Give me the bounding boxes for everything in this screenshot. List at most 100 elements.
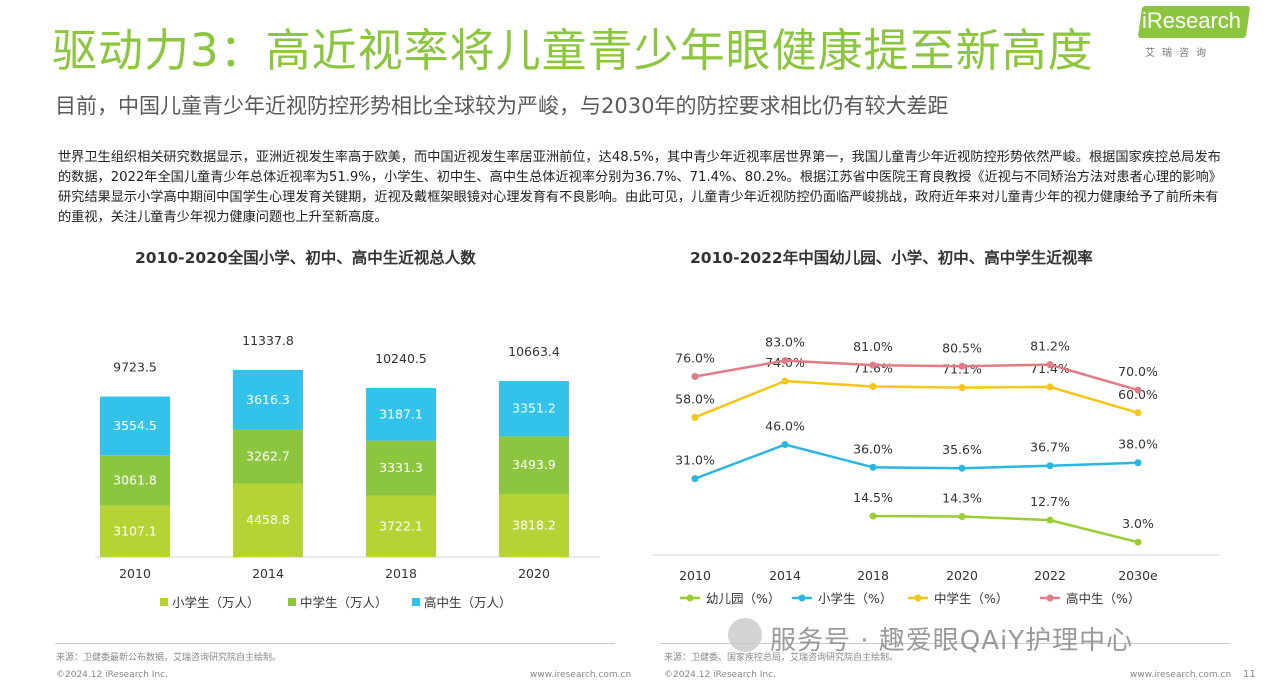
line-x-tick-label: 2020 <box>946 568 978 583</box>
series-point <box>781 377 789 385</box>
legend-label: 中学生（万人） <box>300 595 388 610</box>
point-label: 31.0% <box>675 453 715 468</box>
bar-segment-label: 3262.7 <box>246 449 290 464</box>
footer-source-left: 来源：卫健委最新公布数据，艾瑞咨询研究院自主绘制。 <box>56 653 282 663</box>
wechat-icon <box>728 618 762 652</box>
footer-url-right: www.iresearch.com.cn <box>1130 670 1232 680</box>
bar-segment-label: 3061.8 <box>113 472 157 487</box>
point-label: 3.0% <box>1122 516 1154 531</box>
series-point <box>1046 361 1054 369</box>
series-point <box>869 382 877 390</box>
legend-swatch <box>160 598 168 606</box>
line-chart: 14.5% 14.3% 12.7% 3.0% 31.0% 46.0% 36.0% 35.6% 3… <box>652 335 1220 606</box>
logo-subtext: 艾瑞咨询 <box>1145 48 1213 59</box>
bar-segment <box>233 369 303 430</box>
bar-segment-label: 3722.1 <box>379 518 423 533</box>
footer-url-left: www.iresearch.com.cn <box>530 670 632 680</box>
bar-segment-label: 3351.2 <box>512 401 556 416</box>
legend-label: 小学生（万人） <box>172 595 260 610</box>
bar-segment-label: 3493.9 <box>512 457 556 472</box>
footer-copyright-left: ©2024.12 iResearch Inc. <box>56 670 168 680</box>
point-label: 36.7% <box>1030 440 1070 455</box>
series-point <box>781 441 789 449</box>
legend-marker <box>914 594 922 602</box>
series-line <box>694 379 1139 419</box>
bar-segment-label: 3187.1 <box>379 406 423 421</box>
legend-marker <box>1046 594 1054 602</box>
bar-segment-label: 3107.1 <box>113 523 157 538</box>
bar-segment <box>100 505 170 557</box>
footer-source-right: 来源：卫健委、国家疾控总局，艾瑞咨询研究院自主绘制。 <box>664 653 899 663</box>
bar-segment <box>499 436 569 494</box>
line-x-tick-label: 2014 <box>769 568 801 583</box>
series-point <box>869 512 877 520</box>
logo-text: iResearch <box>1142 8 1242 33</box>
legend-label: 中学生（%） <box>934 591 1008 606</box>
series-point <box>958 464 966 472</box>
series-point <box>1134 459 1142 467</box>
legend-label: 高中生（%） <box>1066 591 1140 606</box>
bar-segment <box>233 429 303 484</box>
series-point <box>1046 516 1054 524</box>
bar-total-label: 10240.5 <box>375 351 427 366</box>
series-point <box>1134 538 1142 546</box>
series-line <box>872 514 1139 544</box>
line-chart-title: 2010-2022年中国幼儿园、小学、初中、高中学生近视率 <box>690 249 1093 267</box>
bar-segment-label: 3331.3 <box>379 460 423 475</box>
legend-swatch <box>412 598 420 606</box>
series-point <box>958 384 966 392</box>
legend-marker <box>798 594 806 602</box>
bar-segment-label: 3818.2 <box>512 517 556 532</box>
point-label: 14.3% <box>942 491 982 506</box>
point-label: 81.2% <box>1030 339 1070 354</box>
legend-label: 高中生（万人） <box>424 595 512 610</box>
bar-segment <box>366 440 436 496</box>
body-paragraph: 世界卫生组织相关研究数据显示，亚洲近视发生率高于欧美，而中国近视发生率居亚洲前位… <box>58 150 1222 225</box>
point-label: 46.0% <box>765 419 805 434</box>
bar-x-tick-label: 2014 <box>252 566 284 581</box>
point-label: 14.5% <box>853 490 893 505</box>
series-line <box>694 359 1139 392</box>
legend-marker <box>686 594 694 602</box>
watermark-text: 服务号 · 趣爱眼QAiY护理中心 <box>770 626 1134 656</box>
line-x-tick-label: 2030e <box>1118 568 1158 583</box>
stacked-bar-chart: 3107.1 3061.8 3554.5 9723.5 2010 4458.8 3262.7… <box>95 333 600 610</box>
bar-segment <box>366 388 436 441</box>
bar-chart-title: 2010-2020全国小学、初中、高中生近视总人数 <box>135 249 476 267</box>
series-point <box>1046 383 1054 391</box>
bar-x-tick-label: 2010 <box>119 566 151 581</box>
point-label: 58.0% <box>675 391 715 406</box>
bar-x-tick-label: 2020 <box>518 566 550 581</box>
footer-copyright-right: ©2024.12 iResearch Inc. <box>664 670 776 680</box>
bar-total-label: 9723.5 <box>113 360 157 375</box>
bar-segment-label: 4458.8 <box>246 512 290 527</box>
point-label: 60.0% <box>1118 387 1158 402</box>
point-label: 76.0% <box>675 350 715 365</box>
footer-divider-left <box>55 643 615 644</box>
series-point <box>869 463 877 471</box>
bar-segment <box>100 455 170 506</box>
bar-segment-label: 3554.5 <box>113 418 157 433</box>
bar-segment <box>100 396 170 456</box>
line-x-tick-label: 2018 <box>857 568 889 583</box>
point-label: 80.5% <box>942 340 982 355</box>
series-point <box>781 357 789 365</box>
point-label: 35.6% <box>942 442 982 457</box>
series-point <box>958 362 966 370</box>
series-point <box>1134 386 1142 394</box>
point-label: 38.0% <box>1118 437 1158 452</box>
bar-segment <box>499 381 569 437</box>
point-label: 83.0% <box>765 335 805 350</box>
legend-swatch <box>288 598 296 606</box>
point-label: 70.0% <box>1118 364 1158 379</box>
line-x-tick-label: 2022 <box>1034 568 1066 583</box>
series-point <box>869 361 877 369</box>
line-x-tick-label: 2010 <box>679 568 711 583</box>
series-point <box>1134 409 1142 417</box>
point-label: 81.0% <box>853 339 893 354</box>
bar-x-tick-label: 2018 <box>385 566 417 581</box>
legend-label: 幼儿园（%） <box>706 591 780 606</box>
bar-total-label: 10663.4 <box>508 344 560 359</box>
point-label: 12.7% <box>1030 494 1070 509</box>
series-point <box>691 413 699 421</box>
